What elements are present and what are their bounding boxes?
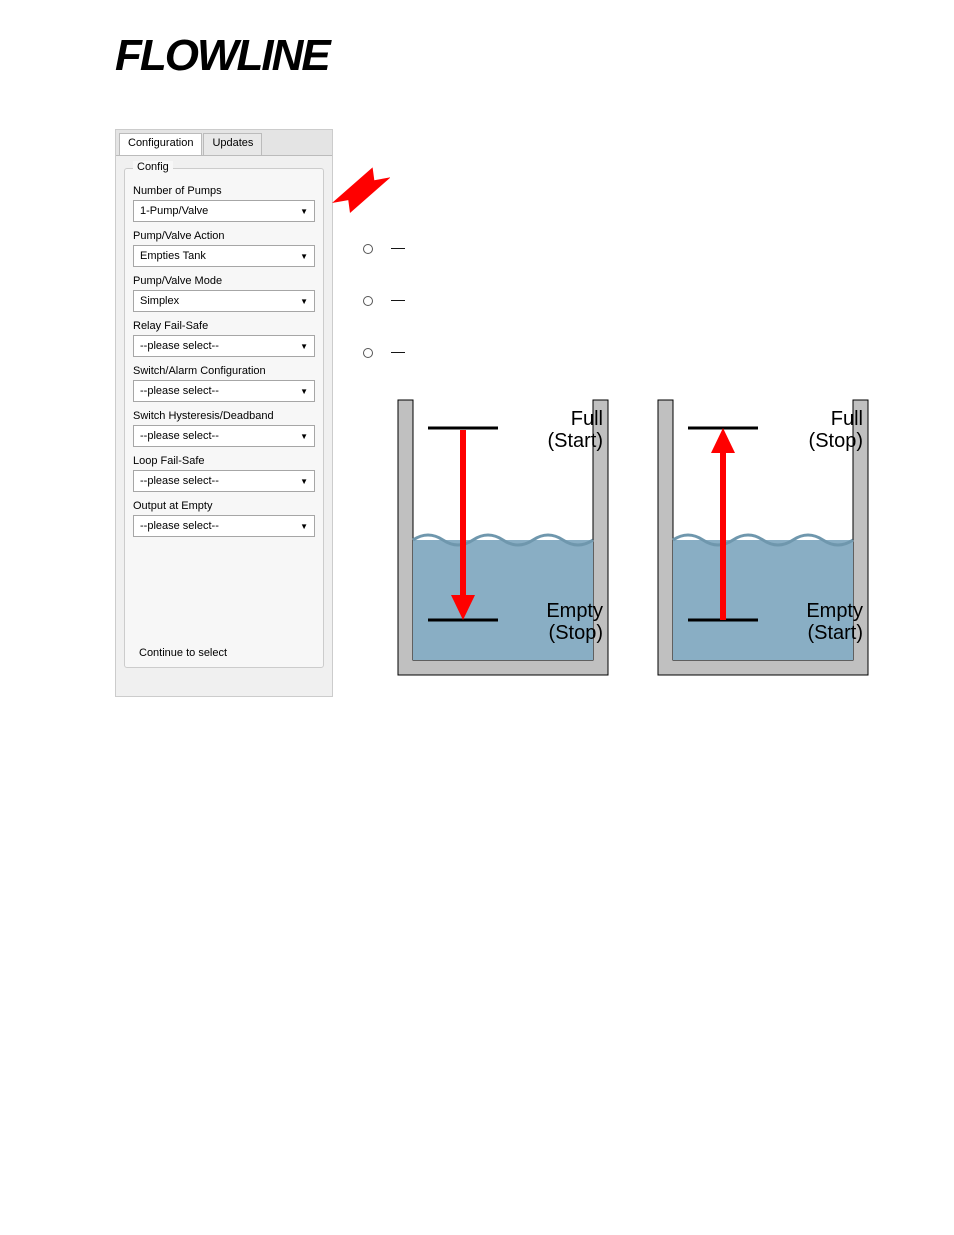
select-value: Empties Tank <box>140 250 206 262</box>
tab-updates[interactable]: Updates <box>203 133 262 155</box>
tank-empties: Full(Start) Empty(Stop) <box>393 395 613 685</box>
bullet-icon <box>363 348 373 358</box>
chevron-down-icon: ▼ <box>300 477 308 486</box>
select-value: --please select-- <box>140 520 219 532</box>
label-loop-fail-safe: Loop Fail-Safe <box>133 455 315 467</box>
select-pump-valve-action[interactable]: Empties Tank ▼ <box>133 245 315 267</box>
bullet-text: — <box>385 291 924 307</box>
svg-text:Empty: Empty <box>546 600 603 622</box>
fieldset-legend: Config <box>133 161 173 173</box>
chevron-down-icon: ▼ <box>300 252 308 261</box>
select-value: 1-Pump/Valve <box>140 205 208 217</box>
header-area <box>115 98 924 99</box>
select-switch-hysteresis[interactable]: --please select-- ▼ <box>133 425 315 447</box>
chevron-down-icon: ▼ <box>300 342 308 351</box>
select-output-at-empty[interactable]: --please select-- ▼ <box>133 515 315 537</box>
list-item: — <box>363 239 924 255</box>
select-value: --please select-- <box>140 430 219 442</box>
svg-text:(Start): (Start) <box>547 430 603 452</box>
svg-text:Full: Full <box>831 408 863 430</box>
label-pump-valve-mode: Pump/Valve Mode <box>133 275 315 287</box>
select-number-of-pumps[interactable]: 1-Pump/Valve ▼ <box>133 200 315 222</box>
svg-text:FLOWLINE: FLOWLINE <box>115 31 332 78</box>
continue-label: Continue to select <box>133 637 315 659</box>
select-value: --please select-- <box>140 385 219 397</box>
config-panel: Configuration Updates Config Number of P… <box>115 129 333 697</box>
select-pump-valve-mode[interactable]: Simplex ▼ <box>133 290 315 312</box>
label-relay-fail-safe: Relay Fail-Safe <box>133 320 315 332</box>
list-item: — <box>363 291 924 307</box>
label-number-of-pumps: Number of Pumps <box>133 185 315 197</box>
select-value: --please select-- <box>140 475 219 487</box>
list-item: — <box>363 343 924 359</box>
chevron-down-icon: ▼ <box>300 432 308 441</box>
svg-text:(Stop): (Stop) <box>549 622 603 644</box>
svg-text:Empty: Empty <box>806 600 863 622</box>
select-value: --please select-- <box>140 340 219 352</box>
svg-text:(Stop): (Stop) <box>809 430 863 452</box>
tab-configuration[interactable]: Configuration <box>119 133 202 155</box>
tank-diagrams: Full(Start)Empty(Stop) Full(Stop)Empty(S… <box>393 395 924 685</box>
bullet-text: — <box>385 343 924 359</box>
label-pump-valve-action: Pump/Valve Action <box>133 230 315 242</box>
tabs: Configuration Updates <box>116 130 332 156</box>
config-panel-wrap: Configuration Updates Config Number of P… <box>115 129 333 697</box>
chevron-down-icon: ▼ <box>300 387 308 396</box>
select-loop-fail-safe[interactable]: --please select-- ▼ <box>133 470 315 492</box>
bullet-icon <box>363 244 373 254</box>
svg-text:(Start): (Start) <box>807 622 863 644</box>
logo: FLOWLINE <box>115 30 924 78</box>
chevron-down-icon: ▼ <box>300 297 308 306</box>
select-relay-fail-safe[interactable]: --please select-- ▼ <box>133 335 315 357</box>
svg-text:Full: Full <box>571 408 603 430</box>
chevron-down-icon: ▼ <box>300 207 308 216</box>
right-column: — — — <box>363 129 924 697</box>
select-value: Simplex <box>140 295 179 307</box>
config-fieldset: Config Number of Pumps 1-Pump/Valve ▼ Pu… <box>124 168 324 668</box>
select-switch-alarm-config[interactable]: --please select-- ▼ <box>133 380 315 402</box>
callout-arrow-icon <box>330 165 390 225</box>
chevron-down-icon: ▼ <box>300 522 308 531</box>
bullet-icon <box>363 296 373 306</box>
label-output-at-empty: Output at Empty <box>133 500 315 512</box>
label-switch-alarm-config: Switch/Alarm Configuration <box>133 365 315 377</box>
label-switch-hysteresis: Switch Hysteresis/Deadband <box>133 410 315 422</box>
bullet-text: — <box>385 239 924 255</box>
tank-fills: Full(Stop) Empty(Start) <box>653 395 873 685</box>
bullet-list: — — — <box>363 239 924 359</box>
